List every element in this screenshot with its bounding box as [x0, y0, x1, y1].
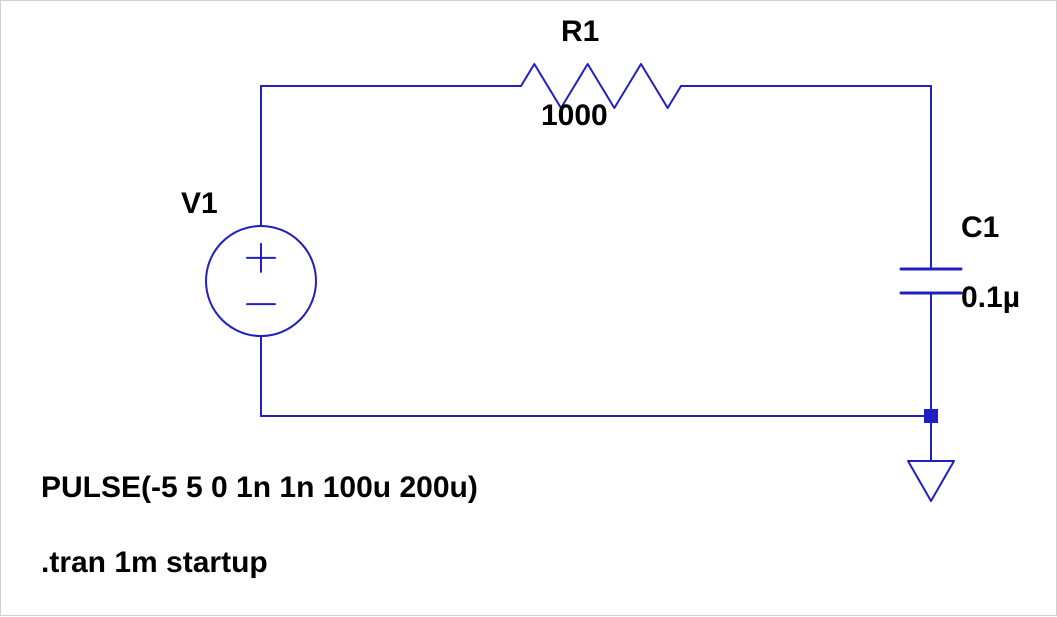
r1-label: R1 [561, 15, 599, 49]
v1-params: PULSE(-5 5 0 1n 1n 100u 200u) [41, 471, 478, 505]
r1-value: 1000 [541, 99, 608, 133]
c1-label: C1 [961, 211, 999, 245]
ground-symbol[interactable] [908, 461, 954, 501]
spice-directive: .tran 1m startup [41, 546, 268, 580]
schematic-canvas: R1 1000 V1 C1 0.1µ PULSE(-5 5 0 1n 1n 10… [0, 0, 1057, 616]
voltage-source-v1[interactable] [206, 226, 316, 336]
schematic-svg [1, 1, 1057, 617]
v1-label: V1 [181, 187, 218, 221]
c1-value: 0.1µ [961, 281, 1020, 315]
